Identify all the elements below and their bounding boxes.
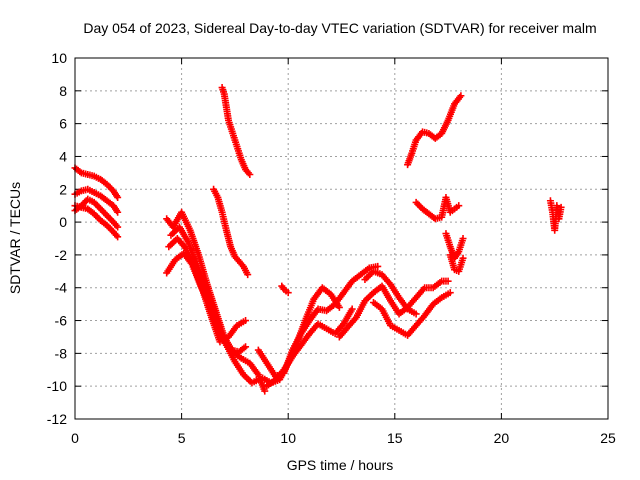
data-point-marker	[284, 289, 292, 297]
axis-ticks: 0 5 10 15 20 25 -12 -10 -8 -6 -4 -2 0 2 4 6 8 10	[47, 50, 616, 446]
series-arc-f3	[259, 284, 343, 387]
series-arc-b4	[165, 235, 250, 346]
data-point-marker	[459, 254, 467, 262]
plot-frame	[74, 57, 609, 420]
series-arc-e	[278, 282, 292, 297]
data-point-marker	[261, 387, 269, 395]
data-points	[71, 84, 565, 395]
series-arc-g1	[335, 277, 452, 341]
y-tick-label: 10	[51, 50, 67, 66]
x-tick-label: 5	[178, 430, 186, 446]
y-tick-label: -4	[55, 280, 68, 296]
series-arc-c	[210, 185, 252, 279]
data-point-marker	[459, 235, 467, 242]
data-point-marker	[114, 233, 122, 241]
data-point-marker	[242, 317, 250, 325]
data-point-marker	[444, 277, 452, 285]
series-arc-j2	[446, 251, 467, 275]
data-point-marker	[114, 223, 122, 231]
data-point-marker	[374, 262, 382, 270]
data-point-marker	[457, 92, 465, 100]
series-arc-k	[546, 197, 565, 234]
y-tick-label: -2	[55, 247, 68, 263]
x-tick-label: 0	[71, 430, 79, 446]
data-point-marker	[446, 289, 454, 297]
y-tick-label: 4	[59, 148, 67, 164]
x-tick-label: 10	[280, 430, 296, 446]
grid	[75, 58, 608, 419]
x-tick-label: 25	[600, 430, 616, 446]
data-point-marker	[114, 193, 122, 201]
data-point-marker	[244, 271, 252, 279]
series-arc-a1	[71, 164, 122, 201]
y-tick-label: -12	[47, 411, 67, 427]
series-arc-a2	[71, 185, 122, 216]
series-arc-i	[412, 193, 463, 223]
y-tick-label: -8	[55, 345, 68, 361]
data-point-marker	[246, 171, 254, 179]
series-arc-h	[404, 92, 465, 169]
data-point-marker	[557, 203, 565, 211]
y-tick-label: 2	[59, 181, 67, 197]
y-tick-label: 0	[59, 214, 67, 230]
x-axis-label: GPS time / hours	[287, 457, 394, 473]
series-arc-g3	[361, 267, 420, 318]
x-tick-label: 15	[387, 430, 403, 446]
data-point-marker	[335, 303, 343, 311]
data-point-marker	[242, 343, 250, 351]
chart-title: Day 054 of 2023, Sidereal Day-to-day VTE…	[83, 20, 596, 36]
data-point-marker	[114, 208, 122, 216]
y-tick-label: -6	[55, 313, 68, 329]
data-point-marker	[348, 305, 356, 313]
y-tick-label: 6	[59, 116, 67, 132]
data-point-marker	[412, 310, 420, 318]
x-tick-label: 20	[494, 430, 510, 446]
y-tick-label: 8	[59, 83, 67, 99]
data-point-marker	[455, 202, 463, 210]
y-tick-label: -10	[47, 378, 67, 394]
series-arc-d	[218, 84, 254, 179]
data-point-marker	[254, 376, 262, 384]
series-arc-g2	[369, 289, 454, 339]
y-axis-label: SDTVAR / TECUs	[7, 182, 23, 294]
